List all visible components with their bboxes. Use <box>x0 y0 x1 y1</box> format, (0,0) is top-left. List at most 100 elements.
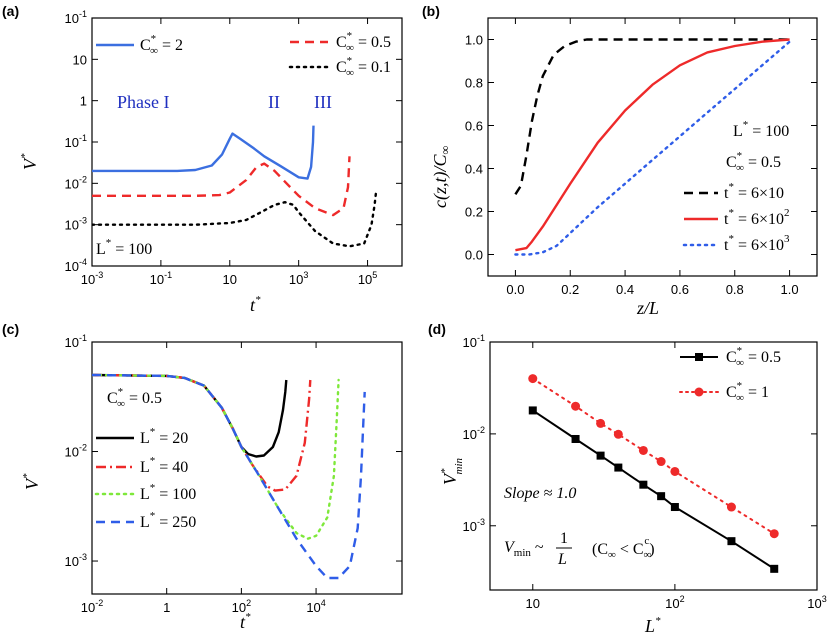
ytick-label-c-1: 10-2 <box>65 443 87 460</box>
annotation-c-conc: C* ∞ = 0.5 <box>107 386 162 410</box>
ytick-label-b-1: 0.2 <box>465 205 483 220</box>
legend-a: C* ∞ = 2 C* ∞ = 0.5 C* ∞ = 0.1 <box>96 30 391 79</box>
xlabel-c: t* <box>240 611 251 632</box>
data-point-d-1-3 <box>613 429 623 439</box>
ytick-label-d-1: 10-2 <box>463 425 485 442</box>
ytick-label-c-2: 10-1 <box>65 333 87 350</box>
xtick-label-d-1: 102 <box>665 594 684 611</box>
ytick-label-b-2: 0.4 <box>465 162 483 177</box>
ytick-label-a-4: 1 <box>80 94 87 109</box>
ytick-label-c-0: 10-3 <box>65 552 87 569</box>
data-point-d-1-8 <box>769 529 779 539</box>
xlabel-d: L* <box>644 615 661 636</box>
xtick-label-d-2: 103 <box>807 594 826 611</box>
series-line-a-0 <box>92 125 315 180</box>
annotation-b-length: L* = 100 <box>733 119 789 140</box>
data-point-d-0-3 <box>614 463 623 472</box>
legend-d-marker-0 <box>695 353 703 361</box>
xtick-label-a-3: 103 <box>289 270 308 287</box>
series-line-c-2 <box>92 373 340 540</box>
series-line-c-3 <box>92 373 366 580</box>
legend-d-label-0: C* ∞ = 0.5 <box>726 345 781 369</box>
legend-c-label-3: L* = 250 <box>140 510 196 531</box>
xtick-label-d-0: 10 <box>526 596 540 611</box>
xtick-label-c-2: 102 <box>232 598 251 615</box>
chart-panel-c: 10-2 1 102 104 10-3 10-2 10-1 <box>65 333 403 615</box>
ylabel-d: V* min <box>439 458 465 486</box>
plot-frame-c <box>91 341 403 595</box>
legend-d-label-1: C* ∞ = 1 <box>726 380 769 404</box>
xtick-label-b-3: 0.6 <box>671 282 689 297</box>
data-point-d-0-0 <box>528 406 537 415</box>
data-point-d-0-4 <box>639 480 648 489</box>
data-point-d-1-4 <box>638 445 648 455</box>
annotation-d-fraction-num: 1 <box>560 530 568 547</box>
chart-panel-b: 0.0 0.2 0.4 0.6 0.8 1.0 0.0 0.2 0.4 0.6 0.8 1.0 <box>465 17 818 297</box>
series-line-c-1 <box>92 373 312 492</box>
legend-c-label-1: L* = 40 <box>140 455 188 476</box>
legend-c-label-2: L* = 100 <box>140 482 196 503</box>
xtick-label-a-1: 10-1 <box>150 270 172 287</box>
legend-b-label-1: t* = 6×102 <box>724 207 790 228</box>
xtick-label-a-0: 10-3 <box>81 270 103 287</box>
panel-label-c: (c) <box>2 321 19 337</box>
ylabel-b: c(z,t)/C∞ <box>430 146 452 209</box>
ytick-label-b-3: 0.6 <box>465 119 483 134</box>
annotation-phase-3: III <box>314 92 332 112</box>
data-point-d-1-1 <box>571 401 581 411</box>
ylabel-a: V* <box>19 153 40 170</box>
series-line-a-2 <box>92 188 378 248</box>
annotation-phase-1: Phase I <box>117 92 170 112</box>
annotation-b-conc: C* ∞ = 0.5 <box>726 150 781 174</box>
ytick-label-b-4: 0.8 <box>465 76 483 91</box>
annotation-a-length: L* = 100 <box>96 237 152 258</box>
panel-label-a: (a) <box>2 3 19 19</box>
xtick-label-a-4: 105 <box>358 270 377 287</box>
legend-a-label-0: C* ∞ = 2 <box>140 33 183 57</box>
annotation-d-scaling: Vmin ~ <box>504 539 544 559</box>
legend-b: t* = 6×10 t* = 6×102 t* = 6×103 <box>682 181 790 254</box>
ylabel-c: V* <box>21 473 42 490</box>
series-line-b-2 <box>514 40 791 256</box>
ytick-label-a-6: 10-1 <box>65 9 87 26</box>
data-point-d-0-5 <box>657 492 666 501</box>
series-line-b-0 <box>514 38 790 195</box>
data-point-d-1-5 <box>656 457 666 467</box>
data-point-d-1-7 <box>726 502 736 512</box>
data-point-d-0-1 <box>571 434 580 443</box>
xtick-label-b-1: 0.2 <box>561 282 579 297</box>
xlabel-b: z/L <box>636 298 659 318</box>
legend-b-label-0: t* = 6×10 <box>724 181 784 202</box>
ytick-label-a-2: 10-2 <box>65 174 87 191</box>
plot-frame-a <box>91 17 403 267</box>
data-point-d-0-8 <box>770 564 779 573</box>
panel-label-d: (d) <box>428 321 446 337</box>
xtick-label-b-4: 0.8 <box>726 282 744 297</box>
series-line-b-1 <box>515 38 790 252</box>
annotation-d-fraction-den: L <box>557 551 567 568</box>
legend-c-label-0: L* = 20 <box>140 426 188 447</box>
xtick-label-c-1: 1 <box>163 600 170 615</box>
legend-c: L* = 20 L* = 40 L* = 100 L* = 250 <box>94 426 196 531</box>
plot-frame-d <box>489 341 818 591</box>
plot-frame-b <box>487 17 818 277</box>
xtick-label-c-0: 10-2 <box>81 598 103 615</box>
panel-label-b: (b) <box>422 3 440 19</box>
series-line-a-1 <box>92 156 351 217</box>
data-point-d-1-2 <box>596 418 606 428</box>
ytick-label-a-1: 10-3 <box>65 216 87 233</box>
ytick-label-d-0: 10-3 <box>463 517 485 534</box>
chart-panel-d: 10 102 103 10-3 10-2 10-1 <box>463 333 827 611</box>
annotation-d-slope: Slope ≈ 1.0 <box>504 485 576 502</box>
legend-a-label-1: C* ∞ = 0.5 <box>336 30 391 54</box>
data-point-d-0-6 <box>670 503 679 512</box>
ytick-label-b-0: 0.0 <box>465 248 483 263</box>
legend-a-label-2: C* ∞ = 0.1 <box>336 55 391 79</box>
data-point-d-1-0 <box>528 374 538 384</box>
annotation-d-condition: (C∞ < C∞c) <box>592 535 655 561</box>
xtick-label-b-2: 0.4 <box>616 282 634 297</box>
legend-d-marker-1 <box>694 387 704 397</box>
legend-b-label-2: t* = 6×103 <box>724 233 790 254</box>
xtick-label-b-5: 1.0 <box>781 282 799 297</box>
